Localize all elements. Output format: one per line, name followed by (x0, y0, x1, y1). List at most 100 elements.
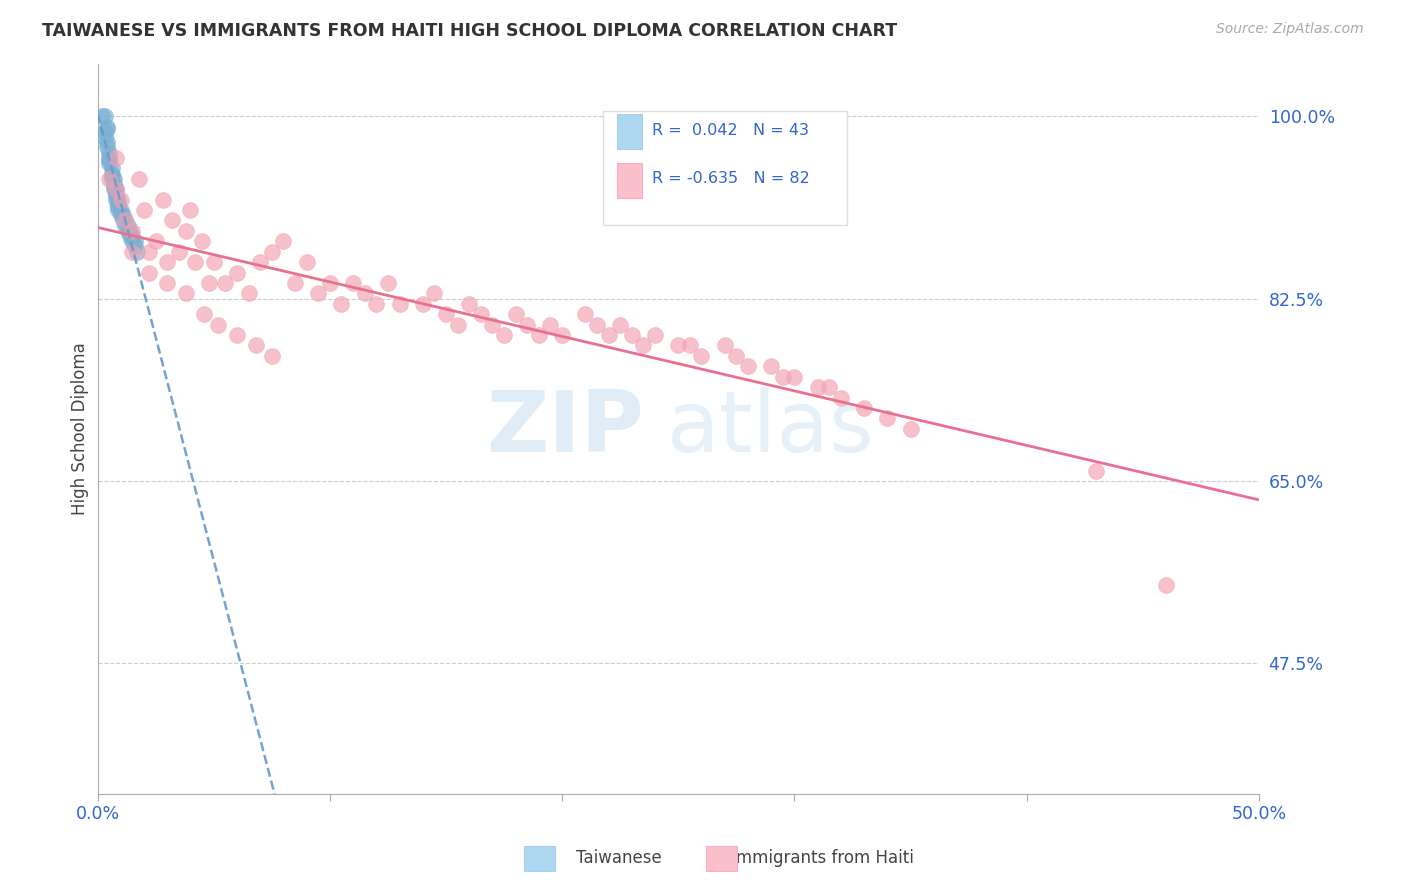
Point (100, 171, 122, 186)
Point (120, 229, 142, 244)
Point (446, 318, 468, 332)
Point (481, 318, 503, 332)
Point (96, 120, 118, 134)
Point (98, 171, 121, 186)
Point (366, 297, 388, 311)
Point (128, 171, 150, 186)
Point (107, 198, 129, 212)
Point (412, 297, 434, 311)
Point (96, 121, 118, 136)
Point (330, 297, 353, 311)
Point (114, 219, 136, 233)
Y-axis label: High School Diploma: High School Diploma (72, 343, 89, 516)
Point (598, 328, 620, 343)
Point (307, 286, 329, 301)
Point (105, 182, 128, 196)
Point (644, 328, 666, 343)
Point (876, 411, 898, 425)
Text: Source: ZipAtlas.com: Source: ZipAtlas.com (1216, 22, 1364, 37)
Point (114, 213, 136, 227)
Point (121, 244, 143, 259)
Point (458, 297, 481, 311)
Point (830, 391, 852, 405)
Point (105, 193, 128, 207)
Point (98, 156, 121, 170)
Point (818, 380, 841, 394)
Point (505, 307, 527, 321)
Point (121, 234, 143, 248)
Point (132, 202, 155, 217)
Point (174, 286, 197, 301)
Point (103, 182, 125, 196)
Point (93, 109, 115, 123)
Point (93, 130, 115, 145)
Point (260, 244, 283, 259)
Point (783, 369, 806, 384)
Point (238, 286, 260, 301)
Point (184, 255, 207, 269)
Point (98, 145, 121, 160)
Text: R =  0.042   N = 43: R = 0.042 N = 43 (651, 123, 808, 138)
Point (690, 349, 713, 363)
Point (666, 338, 689, 352)
Point (620, 328, 643, 343)
Point (112, 208, 135, 222)
Bar (617, 162, 643, 198)
Point (100, 167, 122, 181)
Point (423, 286, 446, 301)
Point (107, 200, 129, 214)
Point (574, 307, 596, 321)
Point (107, 193, 129, 207)
Point (193, 307, 215, 321)
Point (124, 239, 146, 253)
Point (1154, 578, 1177, 592)
Point (725, 349, 748, 363)
Text: R = -0.635   N = 82: R = -0.635 N = 82 (651, 171, 810, 186)
Point (609, 318, 631, 332)
Point (492, 328, 515, 343)
Point (96, 140, 118, 154)
Point (138, 244, 160, 259)
Point (93, 125, 115, 139)
Point (551, 328, 574, 343)
Point (249, 255, 271, 269)
Point (114, 213, 136, 227)
Point (713, 338, 735, 352)
Point (207, 318, 229, 332)
Point (152, 193, 174, 207)
Point (145, 234, 167, 248)
Point (117, 219, 139, 233)
Point (434, 307, 457, 321)
Bar (617, 114, 643, 150)
Point (100, 161, 122, 176)
Point (295, 255, 318, 269)
Point (377, 276, 399, 290)
Point (191, 234, 214, 248)
Point (156, 276, 179, 290)
Point (198, 276, 221, 290)
Point (100, 169, 122, 183)
Point (91, 109, 114, 123)
Point (105, 187, 128, 202)
Point (527, 328, 550, 343)
Point (516, 318, 538, 332)
Point (226, 328, 249, 343)
Point (98, 151, 121, 165)
Point (284, 276, 307, 290)
Point (125, 244, 148, 259)
Point (105, 189, 128, 203)
Point (120, 224, 142, 238)
Text: Immigrants from Haiti: Immigrants from Haiti (731, 849, 914, 867)
Point (121, 224, 143, 238)
Point (679, 338, 702, 352)
Point (167, 244, 190, 259)
Point (202, 255, 225, 269)
Text: atlas: atlas (666, 387, 875, 470)
Text: ZIP: ZIP (485, 387, 644, 470)
Point (353, 286, 375, 301)
Point (112, 213, 135, 227)
Point (388, 297, 411, 311)
Point (179, 202, 201, 217)
Point (138, 266, 160, 280)
Point (260, 349, 283, 363)
